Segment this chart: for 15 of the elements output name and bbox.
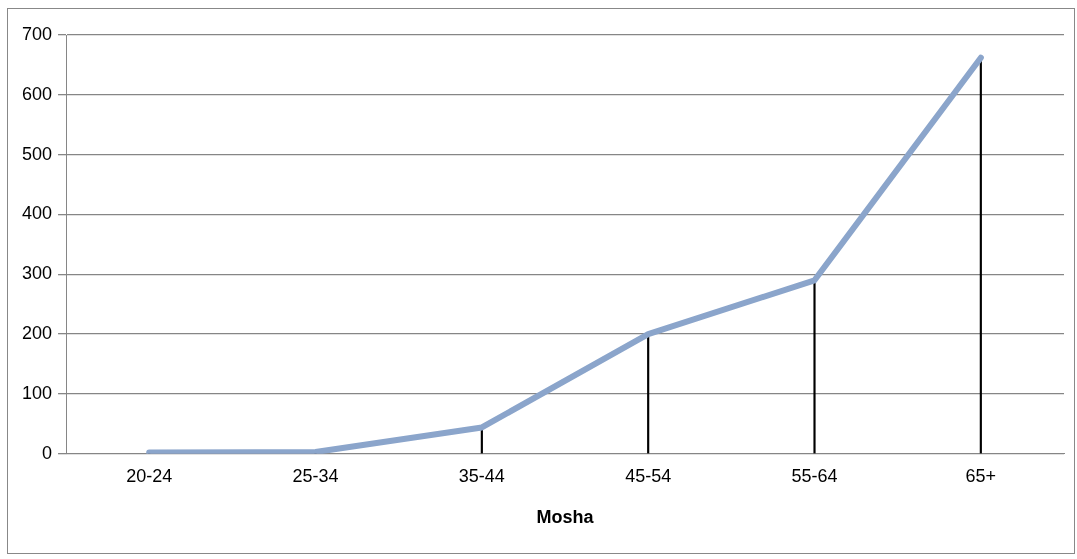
x-tick-label: 20-24 — [126, 465, 173, 486]
x-tick-label: 55-64 — [791, 465, 838, 486]
y-tick-label: 500 — [21, 143, 53, 164]
x-tick-label: 25-34 — [292, 465, 339, 486]
y-tick-label: 0 — [42, 442, 53, 463]
x-axis-title: Mosha — [536, 507, 595, 528]
x-tick-label: 65+ — [965, 465, 997, 486]
y-tick-label: 300 — [21, 263, 53, 284]
y-tick-label: 100 — [21, 382, 53, 403]
x-tick-label: 45-54 — [625, 465, 672, 486]
y-tick-label: 700 — [21, 23, 53, 44]
x-tick-label: 35-44 — [458, 465, 505, 486]
y-tick-label: 600 — [21, 83, 53, 104]
y-tick-label: 200 — [21, 323, 53, 344]
y-tick-label: 400 — [21, 203, 53, 224]
